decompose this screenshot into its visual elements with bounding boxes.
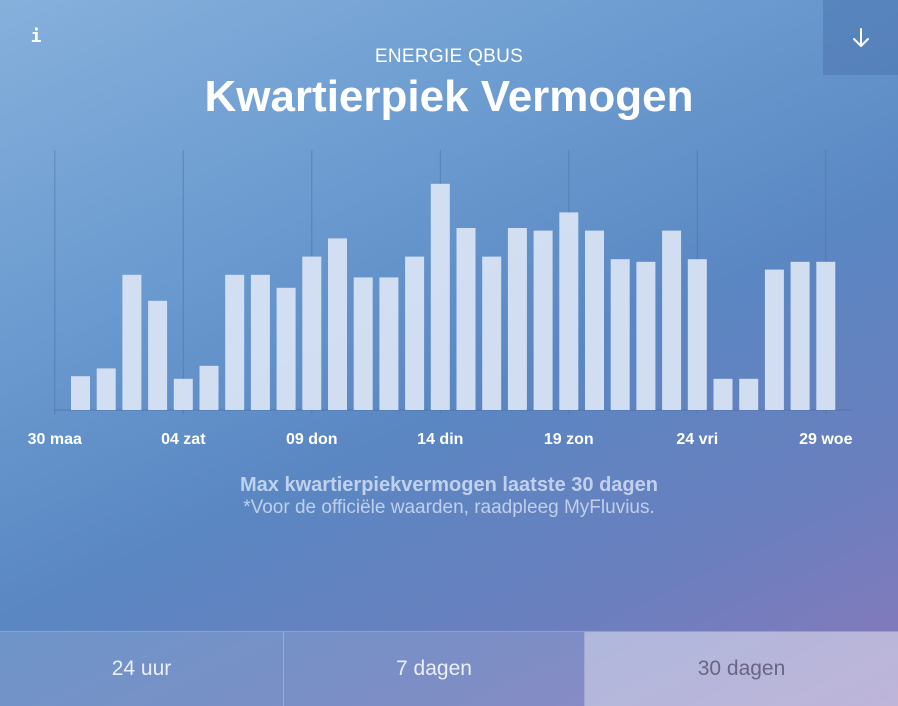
bar-08 [276, 287, 296, 410]
bar-06 [225, 274, 245, 410]
arrow-down-icon [852, 27, 869, 47]
bar-03 [148, 300, 168, 410]
bar-27 [764, 269, 784, 410]
chart-note: *Voor de officiële waarden, raadpleeg My… [243, 497, 655, 518]
card-subtitle: ENERGIE QBUS [374, 46, 524, 67]
bar-11 [353, 277, 373, 410]
bar-22 [636, 261, 656, 410]
bar-14 [430, 183, 450, 410]
bar-21 [610, 259, 630, 410]
tick-label-2: 09 don [286, 431, 338, 448]
tab-7-dagen[interactable]: 7 dagen [284, 632, 585, 706]
chart-caption: Max kwartierpiekvermogen laatste 30 dage… [240, 474, 658, 496]
download-button[interactable] [823, 0, 898, 75]
card-title: Kwartierpiek Vermogen [204, 72, 694, 121]
bar-02 [122, 274, 142, 410]
tick-label-5: 24 vri [676, 431, 718, 448]
info-button[interactable]: i [30, 25, 42, 47]
bar-12 [379, 277, 399, 410]
bar-04 [173, 378, 193, 410]
bar-24 [687, 259, 707, 410]
bar-01 [96, 368, 116, 410]
range-tabs: 24 uur 7 dagen 30 dagen [0, 631, 898, 706]
bar-25 [713, 378, 733, 410]
tick-label-6: 29 woe [799, 431, 852, 448]
bar-13 [405, 256, 425, 410]
bar-10 [328, 238, 347, 410]
bar-05 [199, 365, 219, 410]
bar-19 [559, 212, 579, 410]
bar-17 [507, 228, 527, 410]
tick-label-3: 14 din [417, 431, 463, 448]
bar-20 [585, 230, 604, 410]
bar-26 [739, 378, 759, 410]
bar-15 [456, 228, 476, 410]
bar-23 [662, 230, 682, 410]
tick-label-1: 04 zat [161, 431, 206, 448]
bar-18 [533, 230, 553, 410]
bar-07 [250, 274, 270, 410]
bar-28 [790, 261, 810, 410]
bar-29 [816, 261, 836, 410]
tab-24-uur[interactable]: 24 uur [0, 632, 284, 706]
tick-label-0: 30 maa [28, 431, 82, 448]
bar-09 [302, 256, 322, 410]
bar-16 [482, 256, 502, 410]
tab-30-dagen[interactable]: 30 dagen [585, 632, 898, 706]
tick-label-4: 19 zon [544, 431, 594, 448]
bar-31 [71, 376, 90, 410]
bar-chart: 30 maa 04 zat 09 don 14 din 19 zon 24 vri 29 w… [28, 150, 853, 448]
